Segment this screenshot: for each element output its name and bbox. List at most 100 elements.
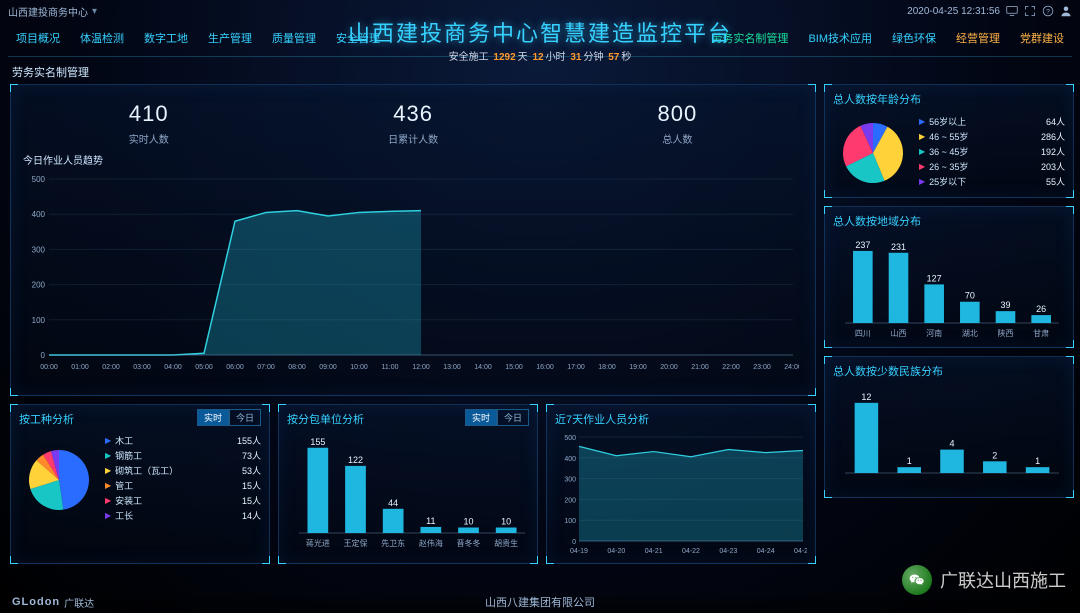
worktype-legend-安装工[interactable]: ▶安装工15人	[105, 493, 261, 508]
svg-text:?: ?	[1046, 8, 1050, 15]
nav-数字工地[interactable]: 数字工地	[136, 26, 196, 50]
wechat-icon	[902, 565, 932, 595]
svg-text:21:00: 21:00	[691, 364, 709, 371]
svg-text:100: 100	[564, 518, 576, 525]
svg-text:先卫东: 先卫东	[381, 538, 405, 548]
svg-text:100: 100	[32, 316, 46, 325]
svg-text:39: 39	[1000, 300, 1010, 310]
svg-text:12:00: 12:00	[412, 364, 430, 371]
svg-text:44: 44	[388, 498, 398, 508]
svg-text:06:00: 06:00	[226, 364, 244, 371]
svg-text:16:00: 16:00	[536, 364, 554, 371]
svg-text:12: 12	[861, 392, 871, 402]
svg-text:04-23: 04-23	[719, 548, 737, 555]
svg-text:1: 1	[1035, 456, 1040, 466]
age-legend-26 ~ 35岁[interactable]: ▶26 ~ 35岁203人	[919, 159, 1065, 174]
region-panel: 总人数按地域分布 237四川231山西127河南70湖北39陕西26甘肃	[824, 206, 1074, 348]
worktype-legend-管工[interactable]: ▶管工15人	[105, 478, 261, 493]
svg-text:18:00: 18:00	[598, 364, 616, 371]
svg-text:13:00: 13:00	[443, 364, 461, 371]
age-legend-36 ~ 45岁[interactable]: ▶36 ~ 45岁192人	[919, 144, 1065, 159]
svg-text:127: 127	[927, 273, 942, 283]
nav-体温检测[interactable]: 体温检测	[72, 26, 132, 50]
svg-text:08:00: 08:00	[288, 364, 306, 371]
svg-text:10: 10	[463, 517, 473, 527]
footer-brand: GLodon	[12, 596, 60, 608]
svg-text:赵伟海: 赵伟海	[419, 538, 443, 548]
svg-text:04-22: 04-22	[682, 548, 700, 555]
svg-text:23:00: 23:00	[753, 364, 771, 371]
svg-text:陕西: 陕西	[998, 328, 1014, 338]
svg-text:19:00: 19:00	[629, 364, 647, 371]
kpi-总人数: 800总人数	[658, 101, 698, 146]
watermark: 广联达山西施工	[902, 565, 1066, 595]
svg-text:山西: 山西	[891, 328, 907, 338]
user-icon[interactable]	[1060, 5, 1072, 17]
svg-text:24:00: 24:00	[784, 364, 799, 371]
nav-质量管理[interactable]: 质量管理	[264, 26, 324, 50]
safety-counter: 安全施工 1292天 12小时 31分钟 57秒	[449, 48, 632, 63]
ethnic-panel: 总人数按少数民族分布 121421	[824, 356, 1074, 498]
worktype-legend-工长[interactable]: ▶工长14人	[105, 508, 261, 523]
nav-绿色环保[interactable]: 绿色环保	[884, 26, 944, 50]
region-chart: 237四川231山西127河南70湖北39陕西26甘肃	[833, 233, 1065, 341]
svg-text:00:00: 00:00	[40, 364, 58, 371]
svg-text:70: 70	[965, 291, 975, 301]
nav-生产管理[interactable]: 生产管理	[200, 26, 260, 50]
nav-项目概况[interactable]: 项目概况	[8, 26, 68, 50]
svg-text:0: 0	[41, 351, 46, 360]
contractor-tab-今日[interactable]: 今日	[497, 409, 529, 426]
svg-text:王定保: 王定保	[344, 538, 368, 548]
last7-panel: 近7天作业人员分析 010020030040050004-1904-2004-2…	[546, 404, 816, 564]
svg-text:400: 400	[564, 456, 576, 463]
svg-text:04-19: 04-19	[570, 548, 588, 555]
worktype-tab-实时[interactable]: 实时	[197, 409, 229, 426]
worktype-legend-木工[interactable]: ▶木工155人	[105, 433, 261, 448]
svg-text:0: 0	[572, 539, 576, 546]
worktype-pie-chart	[19, 438, 99, 518]
age-title: 总人数按年龄分布	[833, 91, 1065, 107]
svg-text:四川: 四川	[855, 329, 871, 338]
contractor-tab-实时[interactable]: 实时	[465, 409, 497, 426]
svg-text:500: 500	[32, 175, 46, 184]
worktype-legend-钢筋工[interactable]: ▶钢筋工73人	[105, 448, 261, 463]
svg-text:122: 122	[348, 455, 363, 465]
svg-text:04-21: 04-21	[645, 548, 663, 555]
region-title: 总人数按地域分布	[833, 213, 1065, 229]
svg-text:07:00: 07:00	[257, 364, 275, 371]
svg-text:300: 300	[32, 245, 46, 254]
nav-经营管理[interactable]: 经营管理	[948, 26, 1008, 50]
dropdown-caret-icon[interactable]: ▾	[92, 6, 97, 17]
monitor-icon[interactable]	[1006, 5, 1018, 17]
svg-text:09:00: 09:00	[319, 364, 337, 371]
svg-text:04-20: 04-20	[607, 548, 625, 555]
nav-党群建设[interactable]: 党群建设	[1012, 26, 1072, 50]
svg-text:231: 231	[891, 242, 906, 252]
svg-text:蒋光进: 蒋光进	[306, 538, 330, 548]
svg-text:11: 11	[426, 516, 435, 526]
age-pie-chart	[833, 111, 913, 191]
svg-text:10: 10	[501, 517, 511, 527]
svg-text:11:00: 11:00	[382, 364, 399, 371]
nav-BIM技术应用[interactable]: BIM技术应用	[800, 26, 880, 50]
ethnic-title: 总人数按少数民族分布	[833, 363, 1065, 379]
svg-text:胡贵生: 胡贵生	[494, 538, 518, 548]
main-panel: 410实时人数436日累计人数800总人数 今日作业人员趋势 010020030…	[10, 84, 816, 396]
age-legend-46 ~ 55岁[interactable]: ▶46 ~ 55岁286人	[919, 129, 1065, 144]
page-title: 山西建投商务中心智慧建造监控平台	[348, 16, 732, 48]
worktype-tab-今日[interactable]: 今日	[229, 409, 261, 426]
svg-text:湖北: 湖北	[962, 329, 978, 338]
svg-text:03:00: 03:00	[133, 364, 151, 371]
age-legend-25岁以下[interactable]: ▶25岁以下55人	[919, 174, 1065, 189]
help-icon[interactable]: ?	[1042, 5, 1054, 17]
project-name: 山西建投商务中心	[8, 4, 88, 19]
svg-text:2: 2	[992, 450, 997, 460]
svg-text:01:00: 01:00	[71, 364, 89, 371]
svg-text:17:00: 17:00	[567, 364, 585, 371]
fullscreen-icon[interactable]	[1024, 5, 1036, 17]
worktype-legend-砌筑工（瓦工）[interactable]: ▶砌筑工（瓦工）53人	[105, 463, 261, 478]
age-legend-56岁以上[interactable]: ▶56岁以上64人	[919, 114, 1065, 129]
svg-text:14:00: 14:00	[474, 364, 492, 371]
svg-text:200: 200	[564, 497, 576, 504]
contractor-chart: 155蒋光进122王定保44先卫东11赵伟海10晋冬冬10胡贵生	[287, 431, 531, 551]
